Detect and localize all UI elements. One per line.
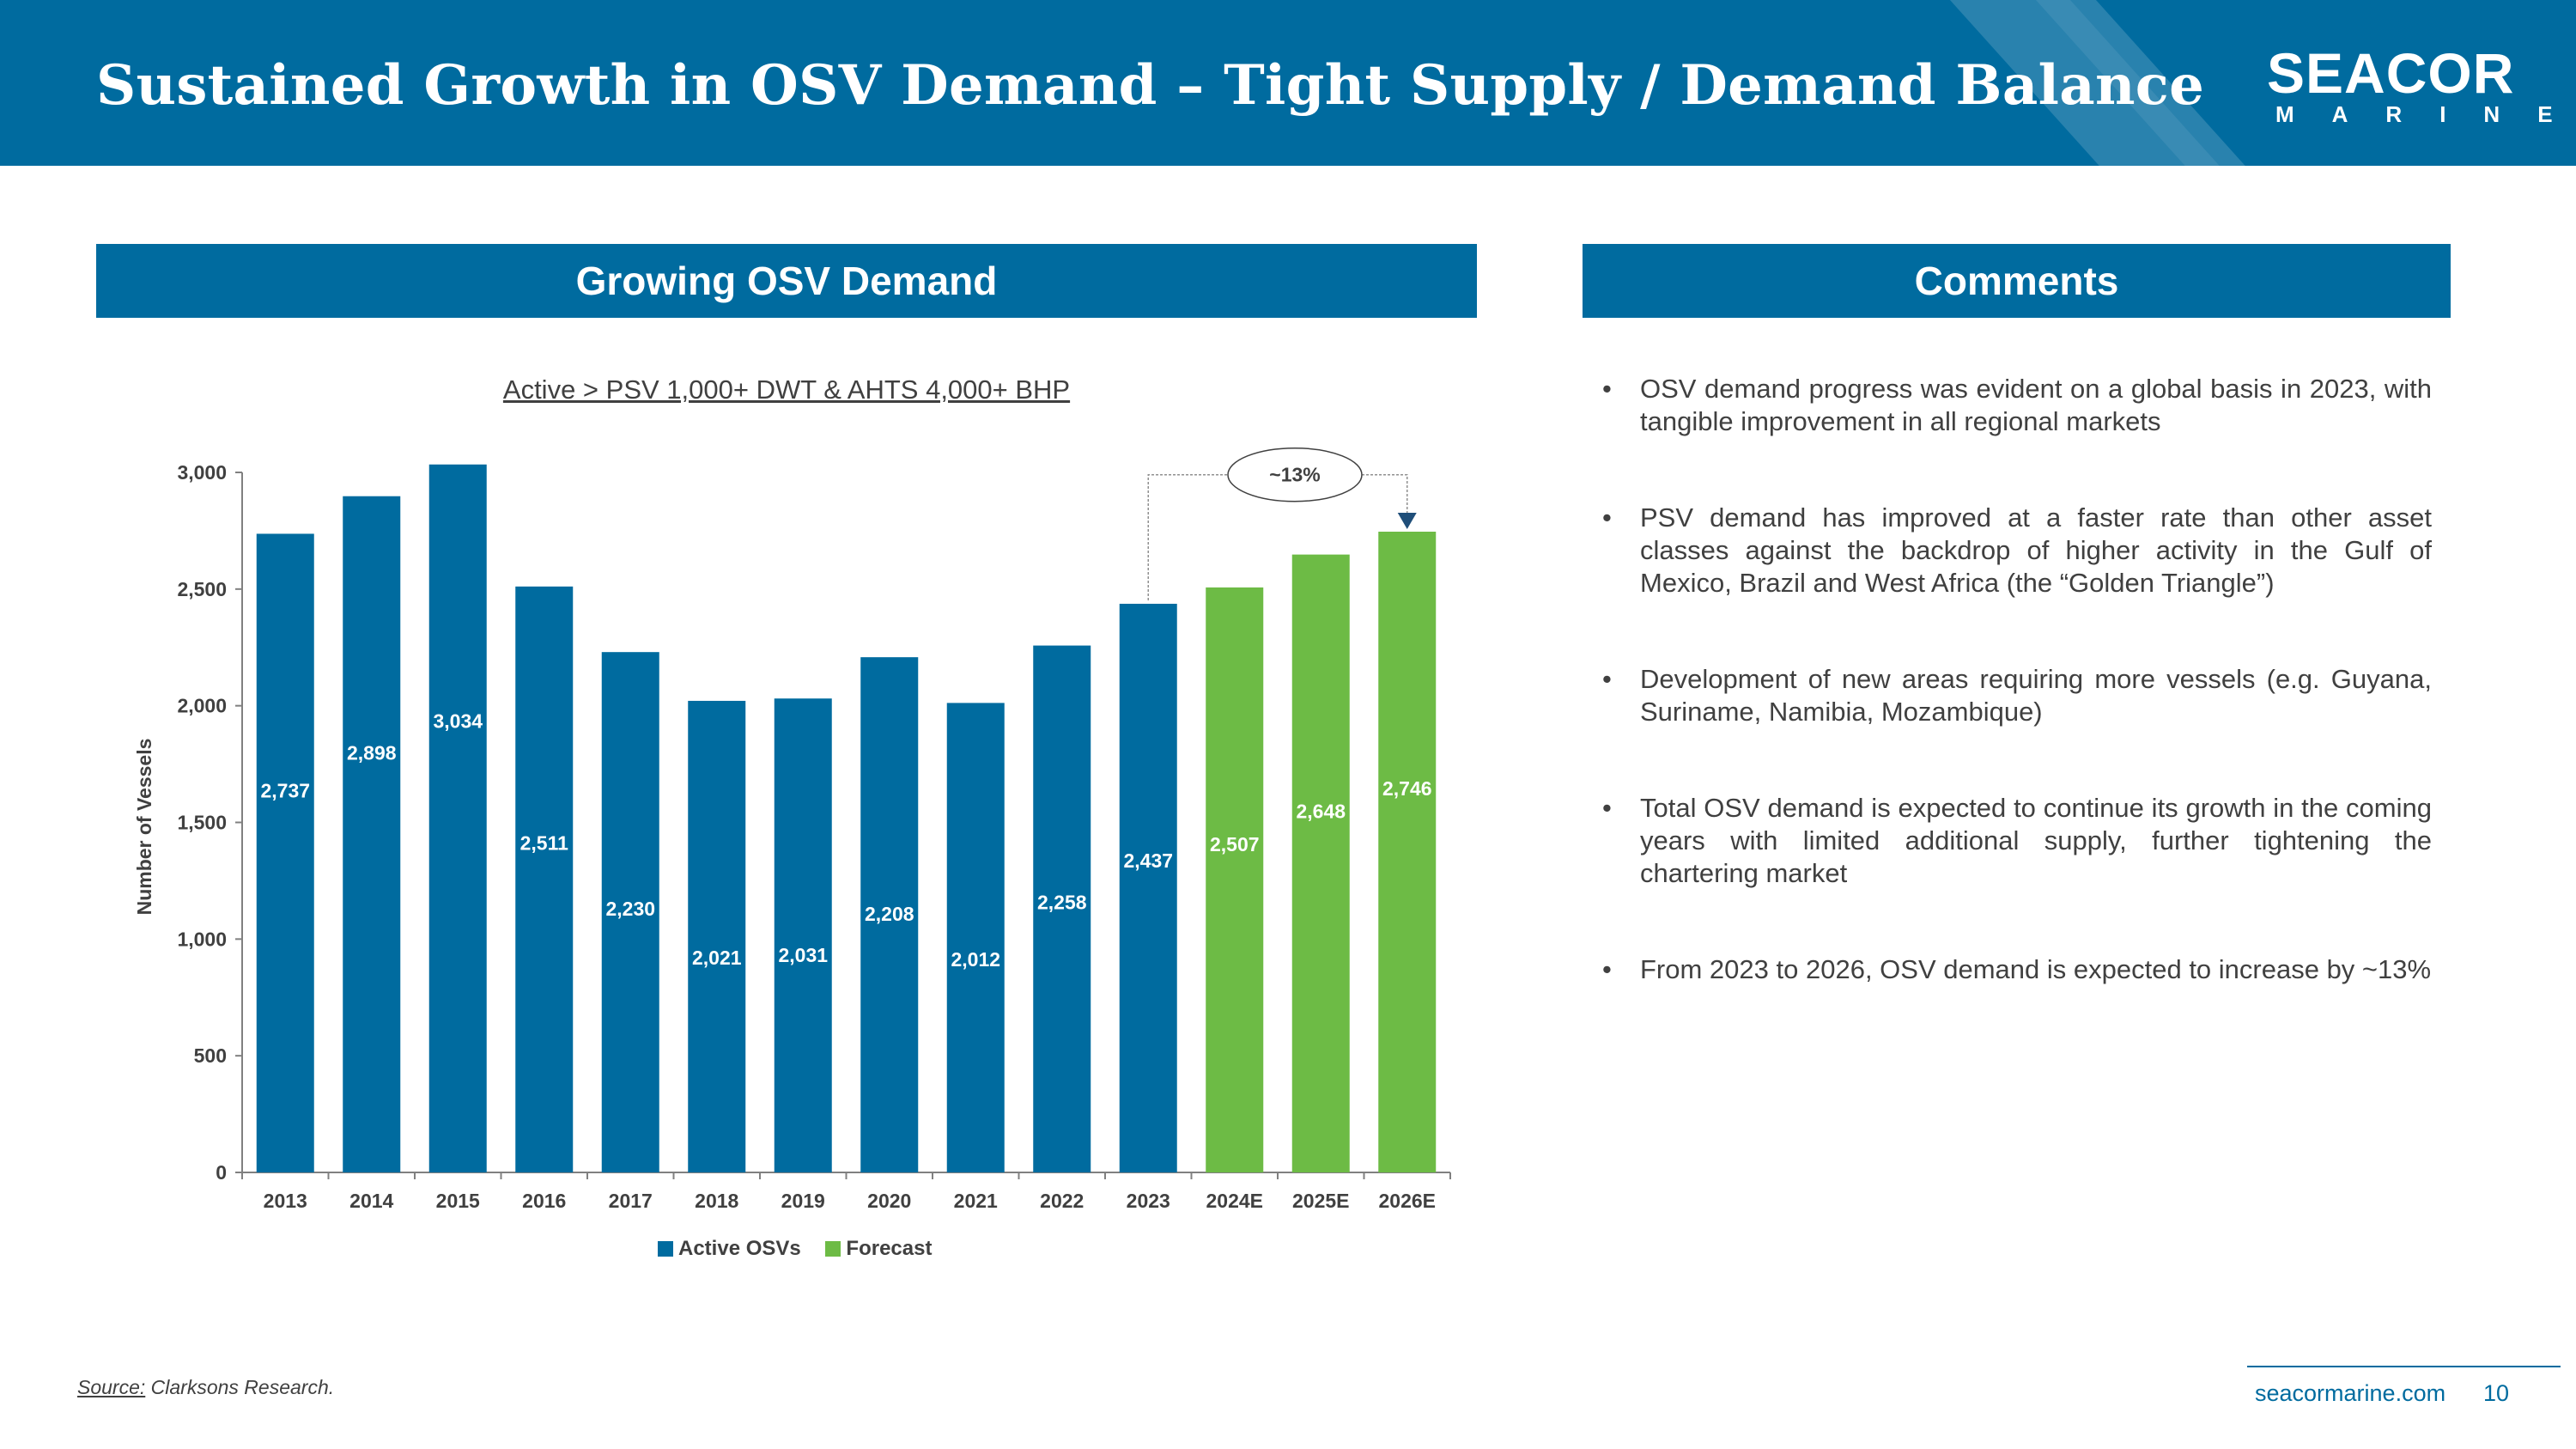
legend-swatch-forecast (825, 1241, 841, 1257)
x-tick-label-2026E: 2026E (1378, 1190, 1436, 1212)
comment-text: OSV demand progress was evident on a glo… (1640, 374, 2432, 436)
footer-divider (2247, 1366, 2561, 1367)
bar-2025E (1291, 554, 1350, 1172)
y-tick-label: 1,000 (177, 928, 227, 950)
chart-subtitle: Active > PSV 1,000+ DWT & AHTS 4,000+ BH… (502, 374, 1071, 405)
x-tick-label-2018: 2018 (695, 1190, 738, 1212)
header-banner: Sustained Growth in OSV Demand – Tight S… (0, 0, 2576, 166)
x-tick-label-2023: 2023 (1127, 1190, 1170, 1212)
data-label-2025E: 2,648 (1296, 800, 1346, 822)
comment-item: • PSV demand has improved at a faster rat… (1599, 502, 2432, 600)
x-tick-label-2014: 2014 (349, 1190, 393, 1212)
annotation-oval (1227, 447, 1363, 502)
bar-2023 (1119, 603, 1177, 1172)
data-label-2019: 2,031 (778, 944, 828, 966)
source-label: Source: (77, 1376, 146, 1398)
logo-subtext: MARINE (2275, 101, 2576, 127)
y-axis-title: Number of Vessels (133, 739, 155, 916)
bullet-icon: • (1602, 502, 1612, 533)
data-label-2026E: 2,746 (1382, 777, 1432, 800)
data-label-2022: 2,258 (1037, 891, 1087, 913)
legend-label-active-osvs: Active OSVs (678, 1237, 801, 1260)
x-tick-label-2017: 2017 (609, 1190, 653, 1212)
x-tick-label-2025E: 2025E (1292, 1190, 1350, 1212)
annotation-arrowhead (1397, 513, 1417, 530)
bar-2017 (601, 652, 659, 1172)
legend-swatch-active-osvs (658, 1241, 673, 1257)
bar-2013 (256, 533, 314, 1172)
data-label-2016: 2,511 (520, 832, 568, 855)
osv-demand-bar-chart: 0 500 1,000 1,500 2,000 2,500 3,000 Number of V… (133, 447, 1451, 1212)
logo-wordmark: SEACOR (2267, 41, 2515, 105)
comment-item: • From 2023 to 2026, OSV demand is expect… (1599, 953, 2432, 986)
comment-item: • Development of new areas requiring more… (1599, 663, 2432, 728)
data-label-2014: 2,898 (347, 742, 397, 764)
data-label-2024E: 2,507 (1210, 833, 1260, 855)
x-tick-label-2021: 2021 (954, 1190, 998, 1212)
x-tick-label-2015: 2015 (436, 1190, 480, 1212)
x-tick-label-2016: 2016 (522, 1190, 566, 1212)
bullet-icon: • (1602, 664, 1612, 694)
data-label-2015: 3,034 (433, 710, 483, 733)
bar-2015 (428, 464, 487, 1172)
comment-text: From 2023 to 2026, OSV demand is expecte… (1640, 954, 2432, 984)
x-tick-label-2024E: 2024E (1206, 1190, 1263, 1212)
seacor-marine-logo: SEACOR MARINE (2267, 41, 2553, 131)
y-tick-label: 2,500 (177, 578, 227, 600)
data-label-2017: 2,230 (605, 898, 655, 920)
y-tick-label: 0 (216, 1161, 227, 1184)
bar-2016 (515, 586, 574, 1172)
y-tick-label: 500 (194, 1044, 227, 1067)
bar-2014 (343, 496, 401, 1172)
bullet-icon: • (1602, 954, 1612, 984)
comments-list: • OSV demand progress was evident on a gl… (1599, 373, 2432, 1050)
footer-website-link[interactable]: seacormarine.com (2255, 1380, 2446, 1406)
legend-item-forecast: Forecast (825, 1237, 932, 1261)
x-tick-label-2013: 2013 (264, 1190, 307, 1212)
bullet-icon: • (1602, 374, 1612, 404)
page-title: Sustained Growth in OSV Demand – Tight S… (96, 53, 2205, 118)
source-text: Clarksons Research. (150, 1376, 335, 1398)
comment-text: Development of new areas requiring more … (1640, 664, 2432, 727)
legend-label-forecast: Forecast (846, 1237, 933, 1260)
y-tick-label: 3,000 (177, 461, 227, 484)
bar-2018 (688, 700, 746, 1172)
data-label-2013: 2,737 (260, 779, 310, 801)
data-label-2021: 2,012 (951, 948, 1000, 971)
source-note: Source: Clarksons Research. (77, 1376, 334, 1399)
annotation-label: ~13% (1269, 464, 1320, 486)
bar-2022 (1033, 645, 1091, 1172)
page-number: 10 (2483, 1380, 2510, 1406)
data-label-2023: 2,437 (1123, 849, 1173, 872)
bar-2021 (946, 703, 1005, 1172)
comment-text: Total OSV demand is expected to continue… (1640, 793, 2432, 888)
x-tick-label-2020: 2020 (867, 1190, 911, 1212)
bar-2026E (1378, 532, 1437, 1172)
chart-section-header: Growing OSV Demand (96, 244, 1477, 318)
bullet-icon: • (1602, 793, 1612, 823)
comment-item: • Total OSV demand is expected to continu… (1599, 792, 2432, 890)
comment-item: • OSV demand progress was evident on a gl… (1599, 373, 2432, 438)
comments-section-header: Comments (1583, 244, 2451, 318)
comment-text: PSV demand has improved at a faster rate… (1640, 502, 2432, 598)
data-label-2018: 2,021 (692, 947, 742, 969)
x-tick-label-2022: 2022 (1040, 1190, 1084, 1212)
bar-2019 (774, 698, 832, 1172)
y-tick-label: 1,500 (177, 812, 227, 834)
legend-item-active-osvs: Active OSVs (658, 1237, 801, 1261)
data-label-2020: 2,208 (865, 903, 914, 925)
chart-legend: Active OSVs Forecast (658, 1237, 951, 1261)
x-tick-label-2019: 2019 (781, 1190, 825, 1212)
bar-2024E (1206, 587, 1264, 1172)
bar-2020 (860, 657, 919, 1172)
y-tick-label: 2,000 (177, 695, 227, 717)
